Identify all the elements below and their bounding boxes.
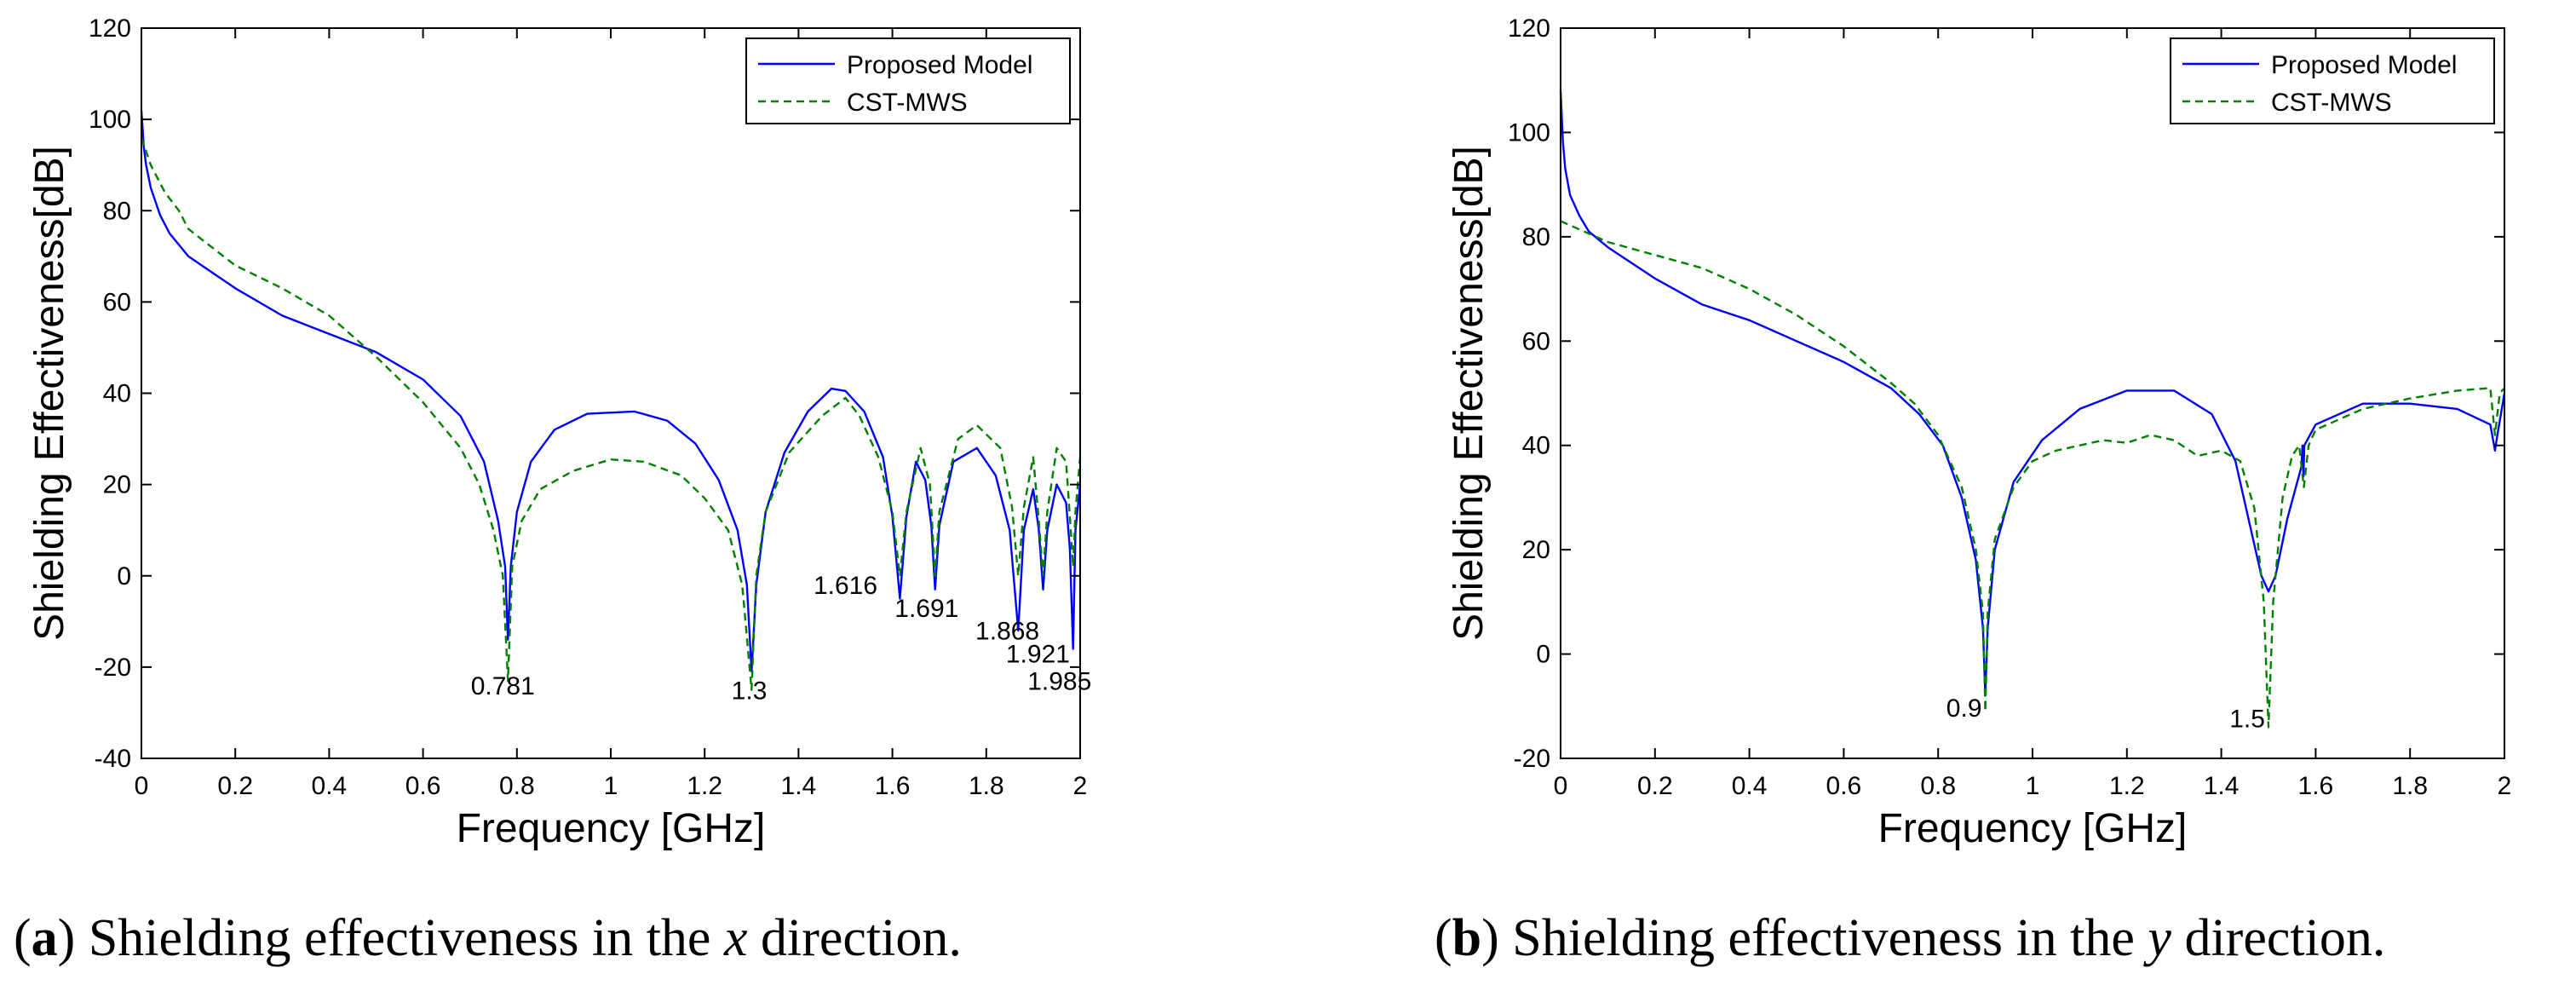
series-line-a-proposed-model [140,110,1082,673]
series-line-b-cst-mws [1560,220,2505,729]
y-tick-label-b: 0 [1536,641,1550,669]
x-tick-label-a: 1.6 [875,772,911,800]
legend-box-b [2170,37,2495,124]
y-tick-label-a: 80 [103,197,131,225]
caption-a: (a) Shielding effectiveness in the x dir… [14,909,962,967]
x-tick-label-a: 1 [604,772,618,800]
x-tick-label-b: 1 [2026,772,2040,800]
x-tick-label-a: 1.2 [687,772,722,800]
caption-a-text: Shielding effectiveness in the [75,909,724,967]
annotation-a-1-3: 1.3 [732,677,768,705]
y-tick-label-b: -20 [1514,745,1550,773]
legend-box-a [745,37,1071,124]
annotation-a-1-921: 1.921 [1006,641,1070,669]
x-tick-label-a: 1.8 [969,772,1004,800]
plot-frame-b [1560,27,2505,759]
y-tick-label-a: 20 [103,471,131,499]
x-tick-label-a: 0 [135,772,149,800]
x-tick-label-b: 0.6 [1826,772,1862,800]
chart-b: 0 0.2 0.4 0.6 0.8 1 1.2 1.4 1.6 1.8 2-200204060801… [1446,14,2512,851]
caption-b-text: Shielding effectiveness in the [1498,909,2148,967]
y-tick-label-a: 100 [89,106,131,134]
x-axis-label-b: Frequency [GHz] [1878,806,2188,851]
annotation-a-1-868: 1.868 [975,618,1039,646]
y-axis-label-a: Shielding Effectiveness[dB] [27,146,72,641]
series-line-a-cst-mws [140,137,1082,691]
x-tick-label-a: 2 [1073,772,1088,800]
legend-label-b-proposed-model: Proposed Model [2271,51,2457,79]
annotation-b-0-9: 0.9 [1946,694,1982,723]
caption-a-variable: x [723,909,748,967]
x-tick-label-a: 0.8 [499,772,535,800]
caption-a-label: a [31,909,58,967]
x-tick-label-b: 0.2 [1637,772,1673,800]
y-tick-label-b: 120 [1508,14,1550,43]
annotation-a-1-691: 1.691 [894,595,958,623]
x-tick-label-b: 0.8 [1920,772,1956,800]
caption-b-suffix: direction. [2171,909,2386,967]
y-tick-label-b: 100 [1508,118,1550,147]
x-tick-label-b: 1.4 [2204,772,2240,800]
x-tick-label-a: 1.4 [781,772,817,800]
y-axis-label-b: Shielding Effectiveness[dB] [1446,146,1492,641]
plot-frame-a [141,27,1081,759]
x-tick-label-a: 0.2 [217,772,253,800]
caption-b-variable: y [2148,909,2171,967]
x-tick-label-b: 1.8 [2392,772,2428,800]
x-tick-label-b: 1.6 [2298,772,2334,800]
y-tick-label-b: 60 [1522,327,1550,355]
legend-label-b-cst-mws: CST-MWS [2271,89,2392,117]
annotation-b-1-5: 1.5 [2229,705,2265,733]
x-tick-label-b: 0.4 [1732,772,1768,800]
caption-b-label: b [1452,909,1482,967]
x-tick-label-a: 0.6 [405,772,441,800]
x-axis-label-a: Frequency [GHz] [457,806,766,851]
annotation-a-1-985: 1.985 [1027,668,1091,696]
x-tick-label-b: 1.2 [2109,772,2145,800]
series-line-b-proposed-model [1559,90,2506,697]
y-tick-label-a: 0 [117,562,131,591]
x-tick-label-b: 2 [2498,772,2512,800]
chart-a: 0 0.2 0.4 0.6 0.8 1 1.2 1.4 1.6 1.8 2 -40 -20 0 20 40 60… [27,14,1091,851]
legend-label-a-proposed-model: Proposed Model [847,51,1032,79]
y-tick-label-b: 20 [1522,536,1550,564]
y-tick-label-b: 40 [1522,432,1550,460]
annotation-a-0-781: 0.781 [471,672,535,700]
y-tick-label-a: -40 [95,745,131,773]
annotation-a-1-616: 1.616 [814,572,877,600]
y-tick-label-a: 60 [103,288,131,316]
x-tick-label-a: 0.4 [312,772,348,800]
caption-b: (b) Shielding effectiveness in the y dir… [1435,909,2386,967]
legend-label-a-cst-mws: CST-MWS [847,89,968,117]
y-tick-label-b: 80 [1522,223,1550,251]
x-tick-label-b: 0 [1554,772,1568,800]
caption-a-suffix: direction. [747,909,962,967]
y-tick-label-a: 120 [89,14,131,43]
y-tick-label-a: -20 [95,654,131,682]
y-tick-label-a: 40 [103,380,131,408]
